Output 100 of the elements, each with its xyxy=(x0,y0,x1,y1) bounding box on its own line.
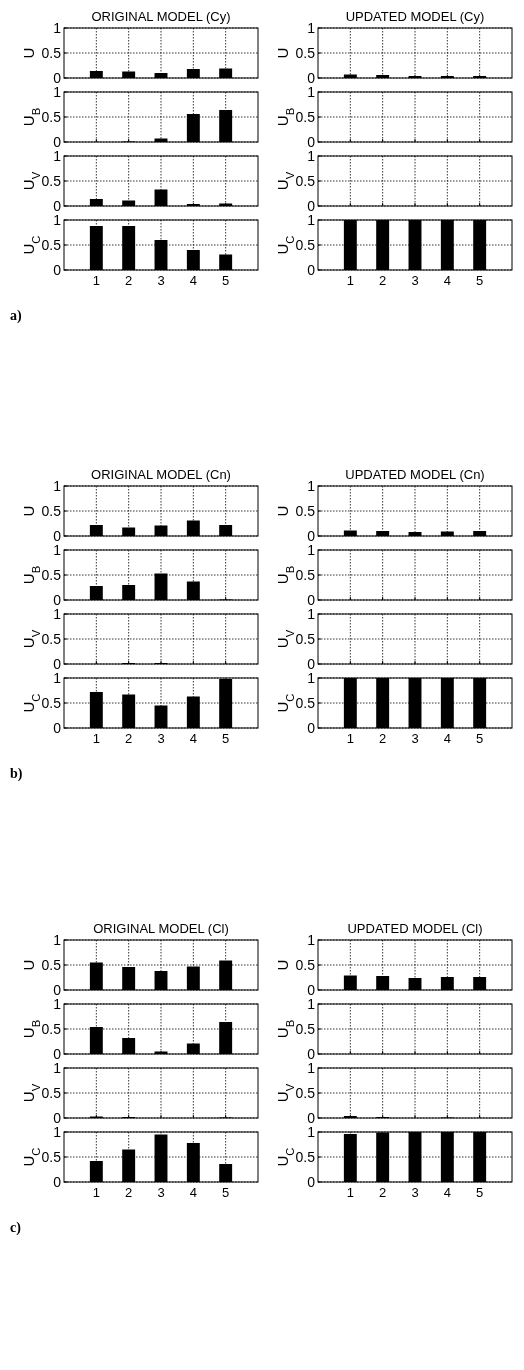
x-tick-label: 3 xyxy=(411,731,419,746)
y-tick-label: 0.5 xyxy=(295,1084,316,1101)
y-axis-title: U xyxy=(274,47,291,59)
y-tick-label: 1 xyxy=(307,1123,316,1140)
y-tick-label: 0.5 xyxy=(295,1020,316,1037)
y-tick-label: 0 xyxy=(53,1045,62,1062)
y-tick-label: 1 xyxy=(307,477,316,494)
y-tick-label: 0 xyxy=(53,655,62,672)
x-tick-label: 5 xyxy=(222,731,230,746)
y-tick-label: 0.5 xyxy=(295,502,316,519)
y-tick-label: 0.5 xyxy=(41,502,62,519)
y-tick-label: 1 xyxy=(53,83,62,100)
y-tick-label: 1 xyxy=(307,211,316,228)
y-tick-label: 0 xyxy=(53,591,62,608)
x-tick-label: 1 xyxy=(346,273,354,288)
y-tick-label: 0 xyxy=(307,1109,316,1126)
y-tick-label: 0 xyxy=(307,261,316,278)
y-tick-label: 1 xyxy=(53,147,62,164)
x-tick-label: 1 xyxy=(346,1185,354,1200)
y-tick-label: 0 xyxy=(307,527,316,544)
y-tick-label: 0 xyxy=(53,981,62,998)
y-tick-label: 1 xyxy=(307,541,316,558)
y-tick-label: 0 xyxy=(307,197,316,214)
x-tick-label: 5 xyxy=(222,1185,230,1200)
y-tick-label: 1 xyxy=(307,669,316,686)
y-axis-title: U xyxy=(20,959,37,971)
chart-title: UPDATED MODEL (Cn) xyxy=(345,467,485,482)
chart-title: ORIGINAL MODEL (Cy) xyxy=(91,9,231,24)
x-tick-label: 4 xyxy=(443,1185,451,1200)
y-tick-label: 0.5 xyxy=(41,108,62,125)
x-tick-label: 2 xyxy=(379,1185,387,1200)
y-tick-label: 0.5 xyxy=(41,1020,62,1037)
x-tick-label: 4 xyxy=(443,731,451,746)
y-tick-label: 1 xyxy=(307,605,316,622)
y-tick-label: 1 xyxy=(53,211,62,228)
x-tick-label: 5 xyxy=(222,273,230,288)
x-tick-label: 4 xyxy=(189,1185,197,1200)
y-tick-label: 0.5 xyxy=(295,1148,316,1165)
y-tick-label: 0 xyxy=(53,197,62,214)
x-tick-label: 2 xyxy=(379,731,387,746)
y-tick-label: 1 xyxy=(307,931,316,948)
y-tick-label: 1 xyxy=(53,19,62,36)
y-tick-label: 1 xyxy=(307,1059,316,1076)
x-tick-label: 1 xyxy=(92,731,100,746)
y-tick-label: 0.5 xyxy=(295,236,316,253)
y-tick-label: 0 xyxy=(307,591,316,608)
x-tick-label: 4 xyxy=(189,731,197,746)
x-tick-label: 4 xyxy=(443,273,451,288)
y-tick-label: 0.5 xyxy=(41,694,62,711)
text: a) xyxy=(10,308,22,324)
x-tick-label: 5 xyxy=(476,1185,484,1200)
x-tick-label: 2 xyxy=(379,273,387,288)
x-tick-label: 2 xyxy=(125,731,133,746)
y-tick-label: 0 xyxy=(307,133,316,150)
x-tick-label: 2 xyxy=(125,273,133,288)
y-tick-label: 0 xyxy=(53,527,62,544)
x-tick-label: 1 xyxy=(92,273,100,288)
y-tick-label: 0.5 xyxy=(41,44,62,61)
y-tick-label: 1 xyxy=(307,83,316,100)
x-tick-label: 3 xyxy=(157,731,165,746)
y-tick-label: 0.5 xyxy=(41,630,62,647)
y-tick-label: 0.5 xyxy=(295,108,316,125)
y-tick-label: 1 xyxy=(53,931,62,948)
y-tick-label: 1 xyxy=(307,995,316,1012)
y-tick-label: 0 xyxy=(53,69,62,86)
chart-title: ORIGINAL MODEL (Cl) xyxy=(93,921,229,936)
x-tick-label: 1 xyxy=(92,1185,100,1200)
chart-title: UPDATED MODEL (Cy) xyxy=(345,9,485,24)
y-tick-label: 0 xyxy=(53,719,62,736)
chart-title: ORIGINAL MODEL (Cn) xyxy=(91,467,231,482)
y-tick-label: 0.5 xyxy=(295,956,316,973)
y-tick-label: 0 xyxy=(307,981,316,998)
y-tick-label: 0.5 xyxy=(41,172,62,189)
x-tick-label: 4 xyxy=(189,273,197,288)
x-tick-label: 3 xyxy=(411,273,419,288)
y-tick-label: 1 xyxy=(53,1123,62,1140)
x-tick-label: 3 xyxy=(157,1185,165,1200)
y-tick-label: 0 xyxy=(307,655,316,672)
y-tick-label: 0.5 xyxy=(41,1148,62,1165)
y-axis-title: U xyxy=(274,505,291,517)
y-tick-label: 1 xyxy=(307,147,316,164)
y-axis-title: U xyxy=(20,505,37,517)
y-tick-label: 0.5 xyxy=(41,956,62,973)
x-tick-label: 3 xyxy=(411,1185,419,1200)
y-axis-title: U xyxy=(274,959,291,971)
y-tick-label: 0.5 xyxy=(295,44,316,61)
y-tick-label: 0.5 xyxy=(295,630,316,647)
y-tick-label: 0 xyxy=(53,1173,62,1190)
y-tick-label: 1 xyxy=(53,995,62,1012)
y-tick-label: 0.5 xyxy=(295,566,316,583)
y-tick-label: 1 xyxy=(53,477,62,494)
x-tick-label: 1 xyxy=(346,731,354,746)
y-tick-label: 1 xyxy=(53,669,62,686)
y-tick-label: 1 xyxy=(307,19,316,36)
y-tick-label: 0 xyxy=(307,1045,316,1062)
y-tick-label: 0.5 xyxy=(41,1084,62,1101)
text: b) xyxy=(10,766,23,782)
y-tick-label: 1 xyxy=(53,1059,62,1076)
y-tick-label: 1 xyxy=(53,541,62,558)
chart-title: UPDATED MODEL (Cl) xyxy=(347,921,483,936)
